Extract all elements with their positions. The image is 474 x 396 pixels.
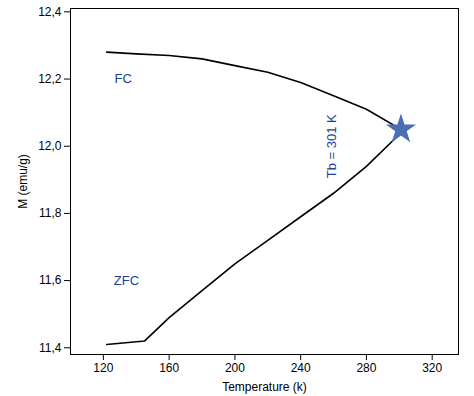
svg-text:M (emu/g): M (emu/g) <box>16 154 30 209</box>
svg-text:200: 200 <box>225 361 245 375</box>
svg-text:11,8: 11,8 <box>39 206 62 220</box>
svg-text:ZFC: ZFC <box>114 273 139 288</box>
svg-text:320: 320 <box>422 361 442 375</box>
svg-text:FC: FC <box>114 71 131 86</box>
svg-text:11,6: 11,6 <box>39 273 62 287</box>
svg-text:12,4: 12,4 <box>38 5 62 19</box>
svg-text:160: 160 <box>159 361 179 375</box>
svg-text:11,4: 11,4 <box>39 341 62 355</box>
svg-text:12,0: 12,0 <box>38 139 62 153</box>
svg-text:120: 120 <box>93 361 113 375</box>
svg-text:Temperature (k): Temperature (k) <box>222 380 307 394</box>
svg-text:12,2: 12,2 <box>38 72 62 86</box>
svg-text:280: 280 <box>356 361 376 375</box>
svg-text:Tb = 301 K: Tb = 301 K <box>324 114 339 178</box>
svg-text:240: 240 <box>291 361 311 375</box>
